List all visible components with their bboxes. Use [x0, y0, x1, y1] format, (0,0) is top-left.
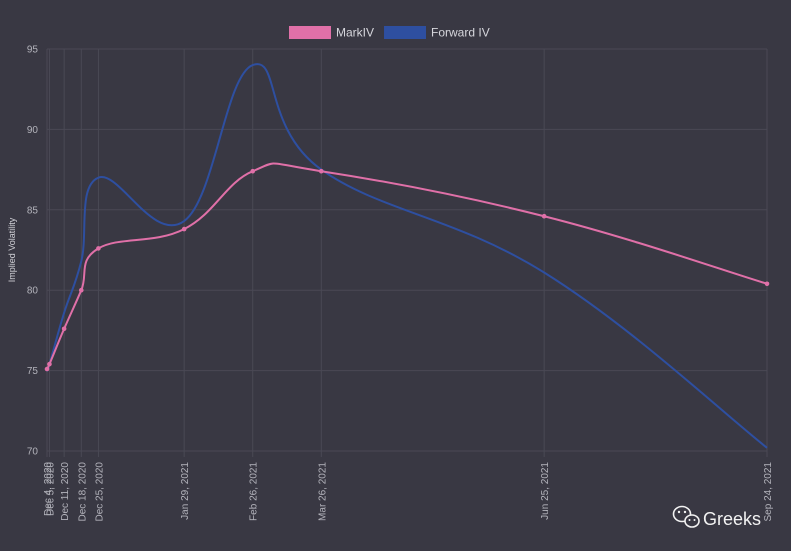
- watermark-text: Greeks: [703, 509, 761, 529]
- data-point-markiv: [764, 281, 770, 287]
- data-point-markiv: [318, 168, 324, 174]
- y-tick-label: 80: [27, 286, 39, 297]
- y-tick-label: 85: [27, 205, 39, 216]
- wechat-icon: [672, 505, 700, 528]
- series-line-markiv: [46, 162, 768, 371]
- data-point-markiv: [96, 246, 101, 251]
- x-tick-label: Dec 4, 2020: [43, 462, 54, 516]
- x-tick-label: Dec 25, 2020: [94, 462, 105, 522]
- legend-swatch: [384, 26, 427, 39]
- y-axis-label: Implied Volatility: [7, 217, 17, 282]
- y-tick-label: 75: [27, 366, 39, 377]
- x-tick-label: Mar 26, 2021: [317, 462, 328, 521]
- data-point-markiv: [541, 213, 547, 219]
- x-tick-label: Jun 25, 2021: [540, 462, 551, 520]
- y-tick-label: 95: [27, 45, 39, 56]
- watermark: Greeks: [672, 505, 761, 529]
- legend-item-forward-iv[interactable]: Forward IV: [384, 26, 490, 40]
- data-point-markiv: [78, 287, 84, 293]
- y-tick-label: 90: [27, 125, 39, 136]
- legend[interactable]: MarkIV Forward IV: [289, 26, 490, 40]
- data-point-markiv: [181, 226, 187, 232]
- legend-item-markiv[interactable]: MarkIV: [289, 26, 374, 40]
- x-tick-label: Feb 26, 2021: [249, 462, 260, 521]
- grid-layer: [46, 48, 768, 457]
- data-point-markiv: [250, 168, 256, 174]
- legend-label: Forward IV: [431, 26, 490, 40]
- x-tick-label: Jan 29, 2021: [180, 462, 191, 520]
- x-tick-label: Dec 11, 2020: [60, 462, 71, 521]
- x-tick-label: Dec 18, 2020: [77, 462, 88, 522]
- data-point-markiv: [61, 326, 67, 332]
- series-layer: [44, 63, 770, 449]
- legend-label: MarkIV: [336, 26, 374, 40]
- x-tick-label: Dec 5, 2020: [45, 462, 56, 516]
- y-axis: 70 75 80 85 90 95: [27, 45, 39, 458]
- x-tick-label: Sep 24, 2021: [763, 462, 774, 522]
- legend-swatch: [289, 26, 331, 39]
- series-line-forward-iv: [46, 63, 768, 449]
- data-point-markiv: [47, 361, 52, 367]
- y-tick-label: 70: [27, 447, 39, 458]
- data-point-markiv: [44, 366, 50, 372]
